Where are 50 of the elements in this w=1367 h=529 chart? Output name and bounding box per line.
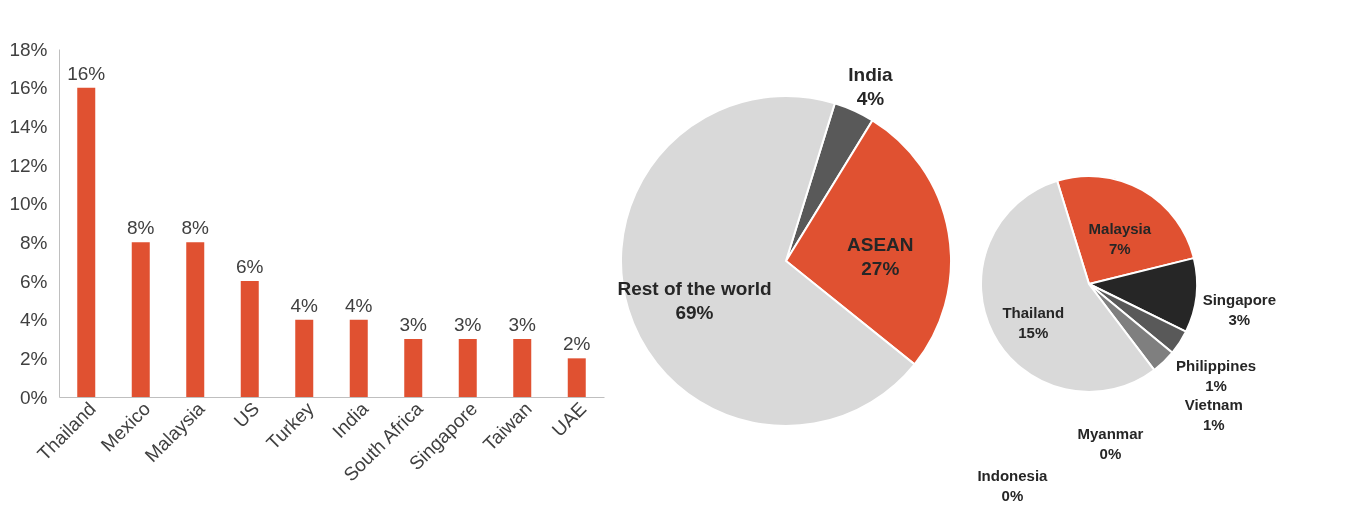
slice-label: Philippines bbox=[1176, 356, 1257, 374]
y-tick-label: 6% bbox=[20, 270, 48, 292]
slice-label: Rest of the world bbox=[617, 278, 772, 299]
bar bbox=[567, 358, 586, 397]
data-label: 3% bbox=[1228, 311, 1251, 329]
data-label: 27% bbox=[861, 257, 900, 279]
slice-label: ASEAN bbox=[847, 233, 914, 255]
data-label: 1% bbox=[1205, 376, 1227, 394]
y-tick-label: 14% bbox=[9, 115, 48, 137]
data-label: 2% bbox=[563, 333, 591, 355]
data-label: 16% bbox=[67, 62, 106, 84]
data-label: 8% bbox=[127, 217, 155, 239]
data-label: 3% bbox=[508, 314, 537, 335]
y-tick-label: 8% bbox=[20, 231, 48, 253]
y-tick-label: 4% bbox=[20, 309, 48, 331]
data-label: 6% bbox=[236, 256, 264, 277]
bar bbox=[186, 242, 205, 397]
data-label: 3% bbox=[454, 314, 482, 335]
data-label: 4% bbox=[290, 294, 319, 316]
text: 0% bbox=[1099, 445, 1122, 463]
category-label: Indonesia bbox=[977, 467, 1048, 485]
x-tick-label: US bbox=[229, 398, 264, 432]
bar bbox=[77, 87, 96, 397]
category-label: Myanmar bbox=[1077, 425, 1144, 443]
data-label: 15% bbox=[1018, 323, 1049, 341]
slice-label: Malaysia bbox=[1088, 220, 1152, 238]
data-label: 4% bbox=[345, 294, 373, 316]
bar bbox=[131, 242, 150, 397]
bar bbox=[458, 339, 477, 397]
data-label: 4% bbox=[856, 87, 885, 109]
slice-label: India bbox=[848, 63, 894, 85]
data-label: 69% bbox=[675, 302, 714, 323]
text: 0% bbox=[1001, 487, 1024, 505]
slice-label: Thailand bbox=[1002, 303, 1065, 321]
slice-label: Singapore bbox=[1202, 291, 1277, 309]
y-tick-label: 2% bbox=[20, 347, 48, 369]
bar bbox=[404, 339, 423, 397]
bar bbox=[513, 339, 532, 397]
y-tick-label: 18% bbox=[9, 38, 48, 60]
data-label: 8% bbox=[181, 217, 210, 239]
bar bbox=[349, 319, 368, 397]
data-label: 1% bbox=[1202, 416, 1225, 434]
data-label: 3% bbox=[399, 314, 428, 335]
bar bbox=[295, 319, 314, 397]
y-tick-label: 10% bbox=[9, 193, 48, 215]
data-label: 7% bbox=[1108, 240, 1131, 258]
bar bbox=[240, 281, 259, 397]
y-tick-label: 12% bbox=[9, 154, 48, 176]
slice-label: Vietnam bbox=[1184, 396, 1243, 414]
y-tick-label: 16% bbox=[9, 77, 48, 99]
